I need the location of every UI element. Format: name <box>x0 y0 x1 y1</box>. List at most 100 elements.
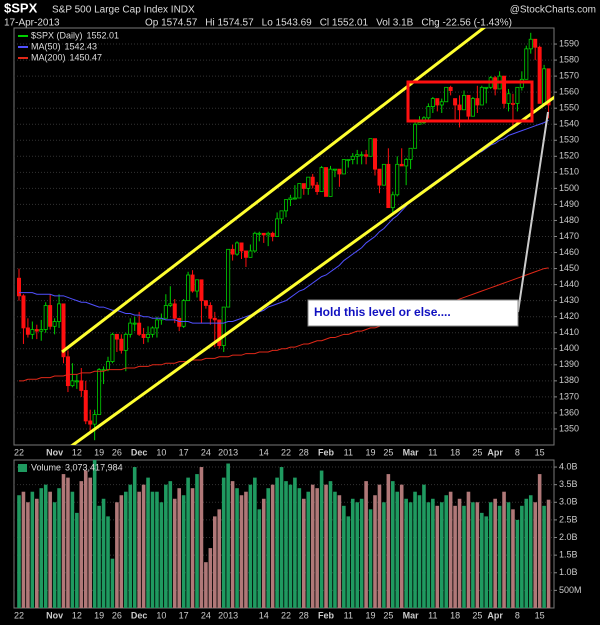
volume-bar <box>106 516 110 608</box>
volume-bar <box>119 495 124 608</box>
y-tick-label: 1540 <box>559 119 579 129</box>
volume-bar <box>310 484 315 608</box>
volume-bar <box>342 505 346 608</box>
volume-bar <box>159 502 164 608</box>
volume-bar <box>364 481 368 608</box>
credit: @StockCharts.com <box>510 5 596 16</box>
volume-bar <box>66 477 70 608</box>
volume-bar <box>128 484 133 608</box>
x-tick-label: 11 <box>428 447 437 457</box>
candle-body <box>177 317 182 327</box>
volume-bar <box>319 470 324 608</box>
x-tick-label: 11 <box>428 610 437 620</box>
legend-value: 1542.43 <box>65 41 98 51</box>
volume-bar <box>17 495 21 608</box>
y-tick-label: 1430 <box>559 295 579 305</box>
x-tick-label: 2013 <box>218 447 238 457</box>
volume-bar <box>181 495 186 608</box>
candle-body <box>395 163 400 196</box>
x-tick-label: 24 <box>201 610 211 620</box>
legend-label: $SPX (Daily) <box>31 30 83 40</box>
x-tick-label: 28 <box>299 447 309 457</box>
candle-body <box>208 305 213 319</box>
legend-value: 1552.01 <box>87 30 120 40</box>
x-tick-label: Apr <box>487 610 503 620</box>
candle-body <box>324 167 329 197</box>
candle-body <box>413 123 418 149</box>
volume-bar <box>43 484 48 608</box>
x-tick-label: 22 <box>14 610 24 620</box>
x-tick-label: 19 <box>94 610 104 620</box>
volume-bar <box>435 505 440 608</box>
y-tick-label: 1530 <box>559 135 579 145</box>
candle-body <box>444 86 449 103</box>
y-tick-label: 1580 <box>559 54 579 64</box>
y-tick-label: 3.0B <box>559 497 578 507</box>
candle-body <box>163 305 168 319</box>
volume-bar <box>110 558 115 608</box>
volume-bar <box>355 502 359 608</box>
candle-body <box>61 303 66 358</box>
volume-bar <box>26 502 30 608</box>
x-tick-label: 22 <box>281 447 291 457</box>
volume-bar <box>422 484 426 608</box>
volume-bar <box>408 502 413 608</box>
volume-bar <box>141 484 146 608</box>
x-tick-label: 26 <box>112 447 122 457</box>
y-tick-label: 1.0B <box>559 567 578 577</box>
x-tick-label: Dec <box>131 610 148 620</box>
candle-body <box>537 46 542 104</box>
x-tick-label: 22 <box>281 610 291 620</box>
candle-body <box>123 333 128 351</box>
candle-body <box>57 303 62 322</box>
volume-bar <box>520 505 524 608</box>
candle-body <box>439 101 444 106</box>
legend-value: 1450.47 <box>70 52 103 62</box>
volume-bar <box>444 495 448 608</box>
y-tick-label: 1510 <box>559 167 579 177</box>
chart-subtitle: S&P 500 Large Cap Index INDX <box>52 5 195 16</box>
candle-body <box>221 306 226 346</box>
candle-body <box>97 369 102 415</box>
y-tick-label: 1480 <box>559 215 579 225</box>
candle-body <box>212 317 217 321</box>
x-tick-label: Nov <box>46 610 63 620</box>
candle-body <box>266 232 271 236</box>
volume-bar <box>350 498 355 608</box>
volume-bar <box>270 484 275 608</box>
x-tick-label: 12 <box>72 447 82 457</box>
y-tick-label: 1400 <box>559 343 579 353</box>
candle-body <box>346 159 351 161</box>
candle-body <box>270 232 275 237</box>
y-tick-label: 1550 <box>559 103 579 113</box>
y-tick-label: 1490 <box>559 199 579 209</box>
volume-bar <box>186 477 190 608</box>
volume-bar <box>279 467 284 608</box>
volume-bar <box>253 477 257 608</box>
y-tick-label: 1.5B <box>559 550 578 560</box>
volume-bar <box>155 491 159 608</box>
candle-body <box>243 250 248 258</box>
volume-bar <box>21 491 26 608</box>
candle-body <box>199 279 204 302</box>
volume-bar <box>150 491 155 608</box>
y-tick-label: 4.0B <box>559 461 578 471</box>
x-tick-label: 25 <box>383 610 393 620</box>
legend-value: 3,073,417,984 <box>65 462 123 472</box>
candle-body <box>74 380 79 383</box>
plot-layer: 1350136013701380139014001410142014301440… <box>14 30 582 620</box>
y-tick-label: 1410 <box>559 327 579 337</box>
candle-body <box>417 122 422 125</box>
volume-bar <box>413 491 417 608</box>
volume-bar <box>426 502 431 608</box>
candle-body <box>377 168 382 186</box>
x-tick-label: 11 <box>344 610 353 620</box>
y-tick-label: 1460 <box>559 247 579 257</box>
x-tick-label: Mar <box>403 447 420 457</box>
info-item: Vol 3.1B <box>376 18 414 29</box>
volume-bar <box>324 484 328 608</box>
candle-body <box>21 295 26 329</box>
volume-bar <box>146 477 150 608</box>
volume-bar <box>195 474 199 608</box>
candle-body <box>506 93 511 104</box>
